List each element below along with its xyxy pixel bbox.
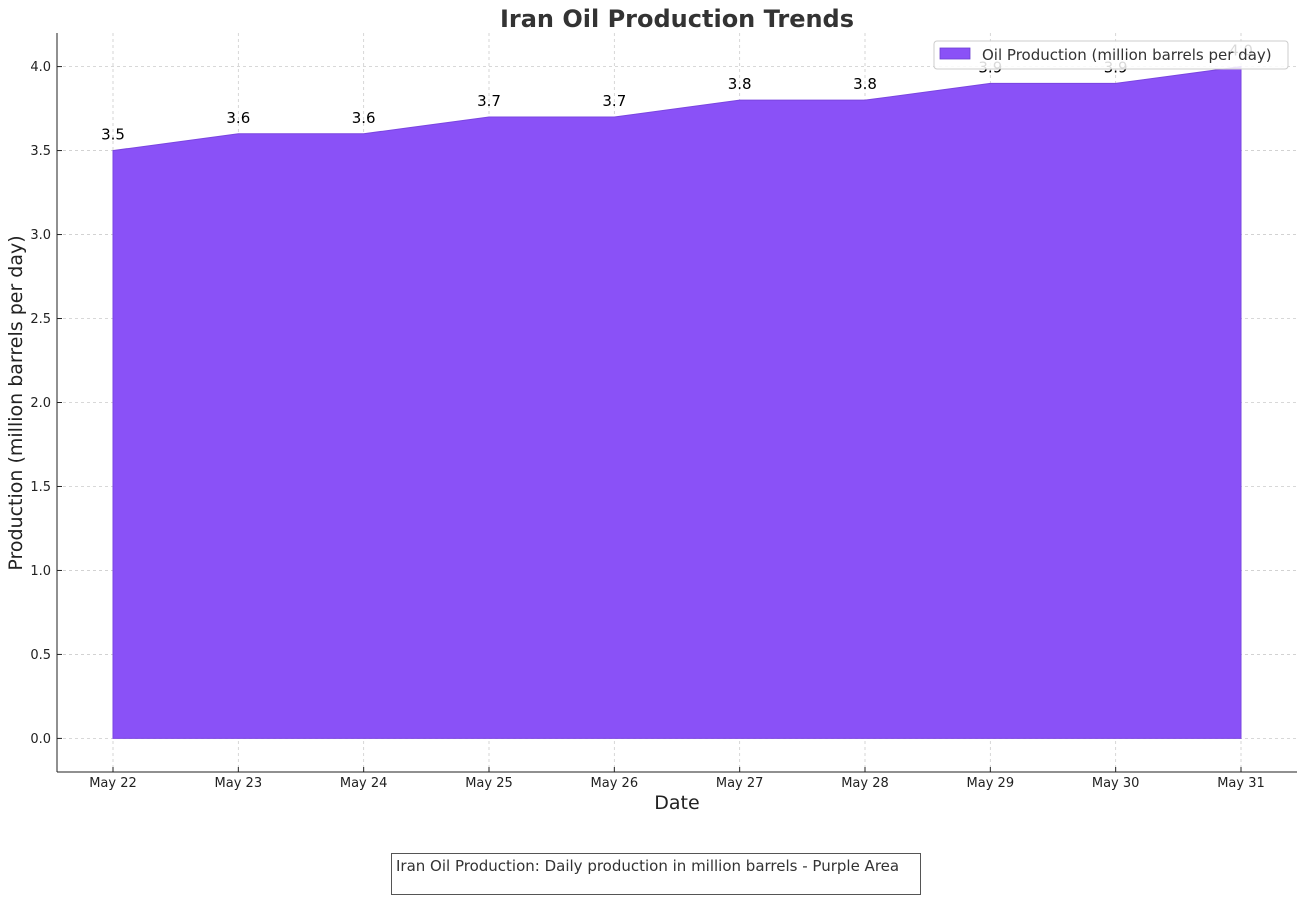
legend-label: Oil Production (million barrels per day) [982,46,1272,64]
legend-swatch [939,47,971,60]
y-tick-label: 3.5 [30,144,51,159]
y-tick-label: 0.5 [30,648,51,663]
legend-box [933,40,1289,70]
data-label: 3.8 [728,75,752,93]
chart-caption: Iran Oil Production: Daily production in… [391,853,921,895]
x-tick-label: May 30 [1092,776,1140,791]
y-tick-label: 2.5 [30,312,51,327]
y-tick-label: 3.0 [30,228,51,243]
area-series [112,66,1242,739]
y-tick-label: 1.0 [30,564,51,579]
x-tick-label: May 26 [591,776,639,791]
y-tick-label: 1.5 [30,480,51,495]
x-tick-label: May 24 [340,776,388,791]
axes: May 22 May 23 May 24 May 25 May 26 May 27 May … [30,33,1297,791]
data-label: 3.6 [352,109,376,127]
x-tick-label: May 27 [716,776,764,791]
data-label: 3.6 [226,109,250,127]
x-tick-label: May 31 [1217,776,1265,791]
chart-title: Iran Oil Production Trends [500,5,854,33]
x-axis-label: Date [654,792,699,814]
x-tick-label: May 29 [967,776,1015,791]
x-tick-label: May 28 [841,776,889,791]
y-tick-label: 4.0 [30,60,51,75]
data-label: 3.7 [477,92,501,110]
y-tick-label: 0.0 [30,732,51,747]
area-fill [112,66,1242,739]
data-label: 3.7 [602,92,626,110]
data-label: 3.8 [853,75,877,93]
y-tick-label: 2.0 [30,396,51,411]
x-tick-label: May 22 [89,776,137,791]
x-tick-label: May 25 [465,776,513,791]
data-label: 3.5 [101,126,125,144]
y-axis-label: Production (million barrels per day) [5,235,27,570]
x-tick-label: May 23 [215,776,263,791]
legend: Oil Production (million barrels per day) [933,40,1289,70]
